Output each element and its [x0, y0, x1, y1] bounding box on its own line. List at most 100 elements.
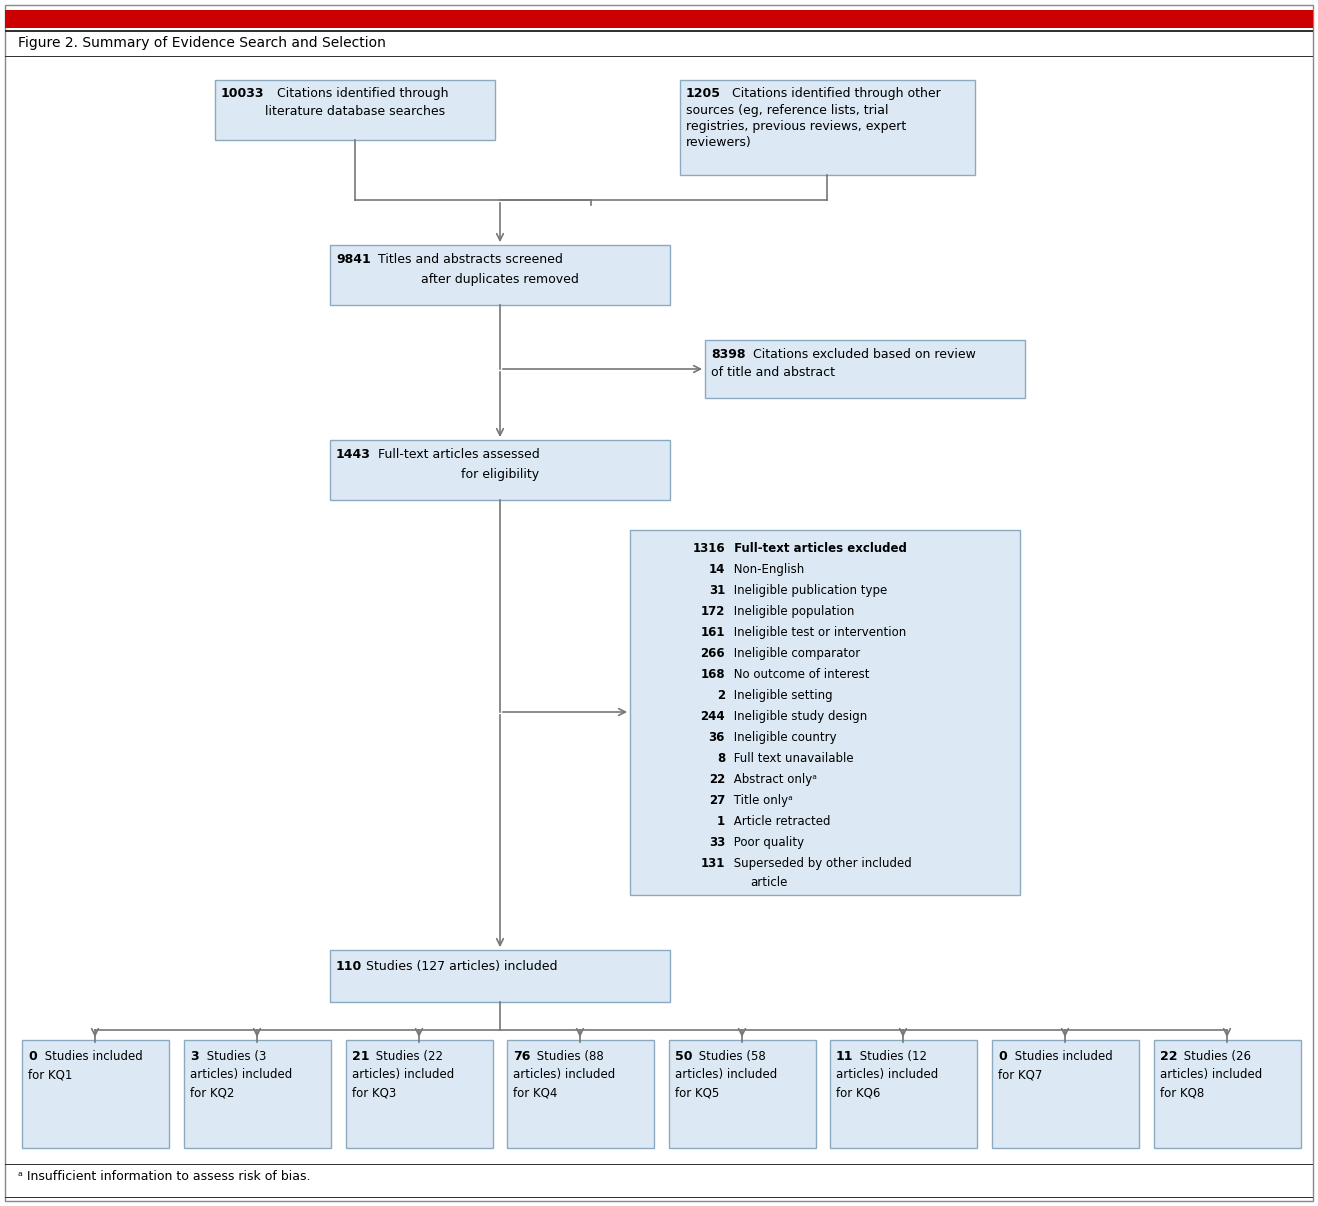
Text: Studies (58: Studies (58 [695, 1050, 766, 1062]
Text: Full text unavailable: Full text unavailable [730, 753, 854, 765]
FancyBboxPatch shape [507, 1040, 654, 1148]
FancyBboxPatch shape [630, 529, 1020, 895]
Text: 22: 22 [709, 773, 725, 786]
Text: 1: 1 [717, 815, 725, 829]
Text: Article retracted: Article retracted [730, 815, 830, 829]
FancyBboxPatch shape [680, 80, 975, 175]
Text: 161: 161 [700, 626, 725, 639]
Text: Figure 2. Summary of Evidence Search and Selection: Figure 2. Summary of Evidence Search and… [18, 36, 386, 49]
Text: 172: 172 [701, 605, 725, 617]
FancyBboxPatch shape [830, 1040, 977, 1148]
FancyBboxPatch shape [992, 1040, 1139, 1148]
Text: reviewers): reviewers) [685, 136, 751, 150]
Text: sources (eg, reference lists, trial: sources (eg, reference lists, trial [685, 104, 888, 117]
Text: 76: 76 [513, 1050, 530, 1062]
FancyBboxPatch shape [1155, 1040, 1301, 1148]
FancyBboxPatch shape [22, 1040, 169, 1148]
Text: 33: 33 [709, 836, 725, 849]
Text: for KQ4: for KQ4 [513, 1085, 558, 1099]
Bar [5, 30, 1313, 33]
Text: Studies (12: Studies (12 [855, 1050, 927, 1062]
Text: for eligibility: for eligibility [461, 468, 539, 481]
Text: literature database searches: literature database searches [265, 105, 445, 118]
Text: for KQ7: for KQ7 [998, 1069, 1043, 1081]
Text: 2: 2 [717, 689, 725, 702]
Text: Ineligible study design: Ineligible study design [730, 710, 867, 724]
Text: 27: 27 [709, 794, 725, 807]
FancyBboxPatch shape [347, 1040, 493, 1148]
Text: Studies (127 articles) included: Studies (127 articles) included [362, 960, 558, 973]
Text: Title onlyᵃ: Title onlyᵃ [730, 794, 792, 807]
Text: Studies included: Studies included [1011, 1050, 1112, 1062]
FancyBboxPatch shape [185, 1040, 331, 1148]
Text: after duplicates removed: after duplicates removed [420, 273, 579, 286]
Text: 8: 8 [717, 753, 725, 765]
Text: Ineligible country: Ineligible country [730, 731, 837, 744]
Text: Superseded by other included: Superseded by other included [730, 857, 912, 870]
Text: Full-text articles excluded: Full-text articles excluded [730, 541, 907, 555]
FancyBboxPatch shape [705, 340, 1025, 398]
Text: articles) included: articles) included [1160, 1069, 1263, 1081]
Text: Non-English: Non-English [730, 563, 804, 576]
Text: Full-text articles assessed: Full-text articles assessed [374, 447, 540, 461]
Text: articles) included: articles) included [513, 1069, 616, 1081]
Text: Citations identified through other: Citations identified through other [728, 87, 941, 100]
Text: articles) included: articles) included [675, 1069, 778, 1081]
Text: Titles and abstracts screened: Titles and abstracts screened [374, 253, 563, 267]
Text: 131: 131 [701, 857, 725, 870]
Text: 1443: 1443 [336, 447, 370, 461]
Text: of title and abstract: of title and abstract [710, 365, 836, 379]
Text: Citations identified through: Citations identified through [273, 87, 448, 100]
Text: Ineligible setting: Ineligible setting [730, 689, 833, 702]
Text: Studies included: Studies included [41, 1050, 142, 1062]
Text: Studies (3: Studies (3 [203, 1050, 266, 1062]
Text: 0: 0 [28, 1050, 37, 1062]
Text: Poor quality: Poor quality [730, 836, 804, 849]
Text: articles) included: articles) included [352, 1069, 455, 1081]
Text: 31: 31 [709, 584, 725, 597]
Text: Ineligible test or intervention: Ineligible test or intervention [730, 626, 907, 639]
Bar [5, 1164, 1313, 1165]
FancyBboxPatch shape [330, 245, 670, 305]
Text: for KQ3: for KQ3 [352, 1085, 397, 1099]
FancyBboxPatch shape [330, 950, 670, 1002]
Text: 22: 22 [1160, 1050, 1177, 1062]
Text: 9841: 9841 [336, 253, 370, 267]
Text: registries, previous reviews, expert: registries, previous reviews, expert [685, 121, 907, 133]
Bar [5, 1196, 1313, 1198]
Text: for KQ1: for KQ1 [28, 1069, 72, 1081]
Text: article: article [750, 876, 787, 889]
Text: 36: 36 [709, 731, 725, 744]
FancyBboxPatch shape [670, 1040, 816, 1148]
Text: 50: 50 [675, 1050, 692, 1062]
Text: No outcome of interest: No outcome of interest [730, 668, 870, 681]
Text: 110: 110 [336, 960, 362, 973]
Text: 244: 244 [700, 710, 725, 724]
Text: Ineligible comparator: Ineligible comparator [730, 646, 861, 660]
Text: 3: 3 [190, 1050, 199, 1062]
Text: 168: 168 [700, 668, 725, 681]
Text: Studies (88: Studies (88 [532, 1050, 604, 1062]
Text: 14: 14 [709, 563, 725, 576]
Text: 21: 21 [352, 1050, 369, 1062]
Text: for KQ8: for KQ8 [1160, 1085, 1205, 1099]
Text: for KQ2: for KQ2 [190, 1085, 235, 1099]
Text: 0: 0 [998, 1050, 1007, 1062]
Text: 266: 266 [700, 646, 725, 660]
FancyBboxPatch shape [330, 440, 670, 500]
Text: Abstract onlyᵃ: Abstract onlyᵃ [730, 773, 817, 786]
Text: 11: 11 [836, 1050, 854, 1062]
Text: for KQ5: for KQ5 [675, 1085, 720, 1099]
Bar [5, 55, 1313, 57]
Text: ᵃ Insufficient information to assess risk of bias.: ᵃ Insufficient information to assess ris… [18, 1170, 311, 1183]
Text: Ineligible population: Ineligible population [730, 605, 854, 617]
Text: 10033: 10033 [221, 87, 265, 100]
Text: for KQ6: for KQ6 [836, 1085, 880, 1099]
Text: 1205: 1205 [685, 87, 721, 100]
Text: 1316: 1316 [692, 541, 725, 555]
Text: 8398: 8398 [710, 349, 746, 361]
Text: Ineligible publication type: Ineligible publication type [730, 584, 887, 597]
Text: articles) included: articles) included [836, 1069, 938, 1081]
Text: Citations excluded based on review: Citations excluded based on review [749, 349, 975, 361]
FancyBboxPatch shape [215, 80, 496, 140]
